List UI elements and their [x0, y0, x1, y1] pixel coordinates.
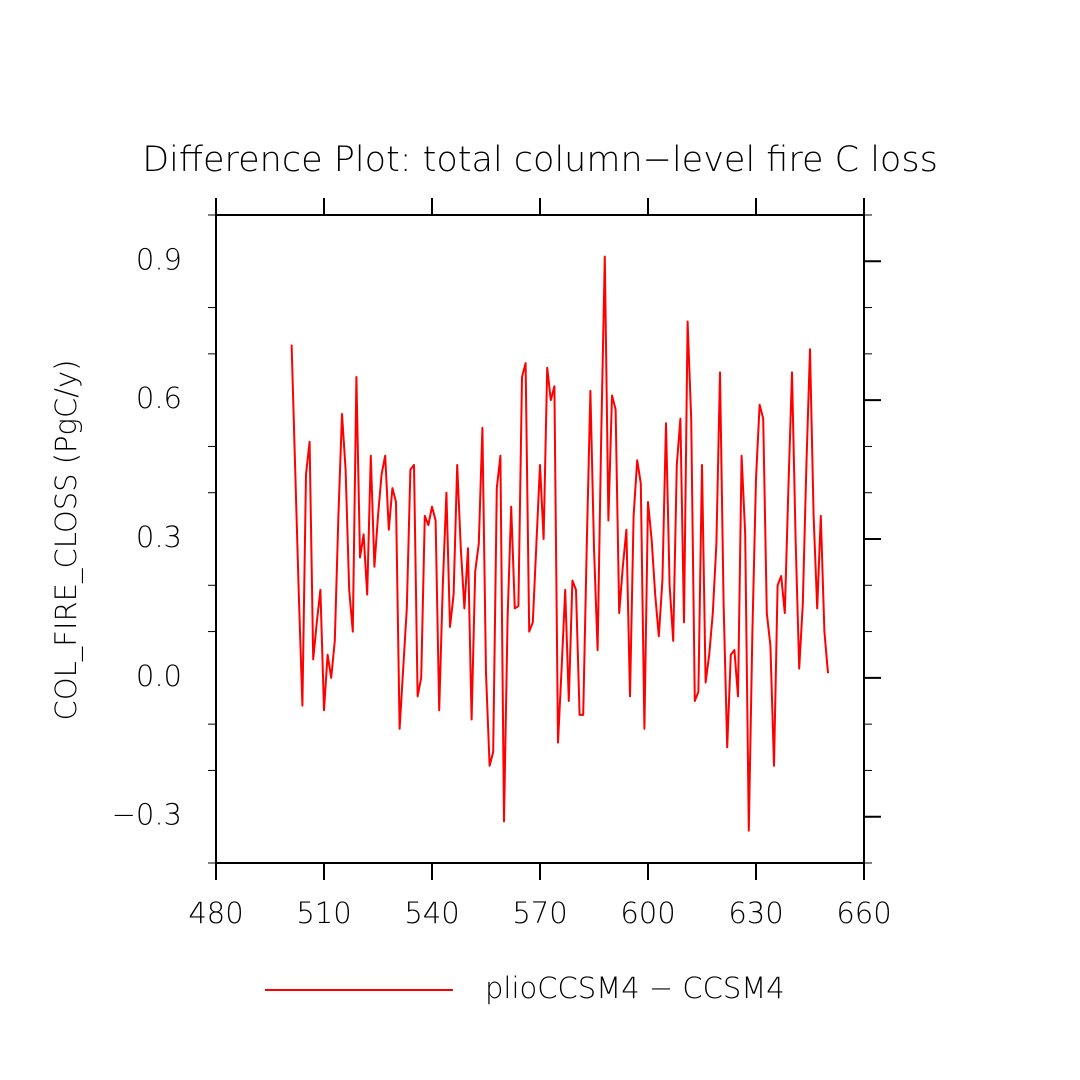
x-tick-label: 630	[728, 896, 783, 930]
data-line	[290, 255, 829, 832]
chart-title: Difference Plot: total column−level fire…	[142, 140, 938, 180]
y-axis-label: COL_FIRE_CLOSS (PgC/y)	[49, 360, 84, 721]
x-tick-label: 480	[188, 896, 243, 930]
x-tick-label: 570	[512, 896, 567, 930]
x-tick-label: 600	[620, 896, 675, 930]
y-tick-label: 0.6	[136, 381, 182, 415]
y-tick-label: 0.3	[136, 520, 182, 554]
plot-frame	[215, 214, 865, 864]
x-tick-label: 510	[296, 896, 351, 930]
y-tick-label: 0.9	[136, 242, 182, 276]
legend-label: plioCCSM4 − CCSM4	[485, 971, 785, 1005]
y-tick-label: 0.0	[136, 659, 182, 693]
x-tick-label: 540	[404, 896, 459, 930]
y-tick-label: −0.3	[112, 798, 182, 832]
x-tick-label: 660	[836, 896, 891, 930]
